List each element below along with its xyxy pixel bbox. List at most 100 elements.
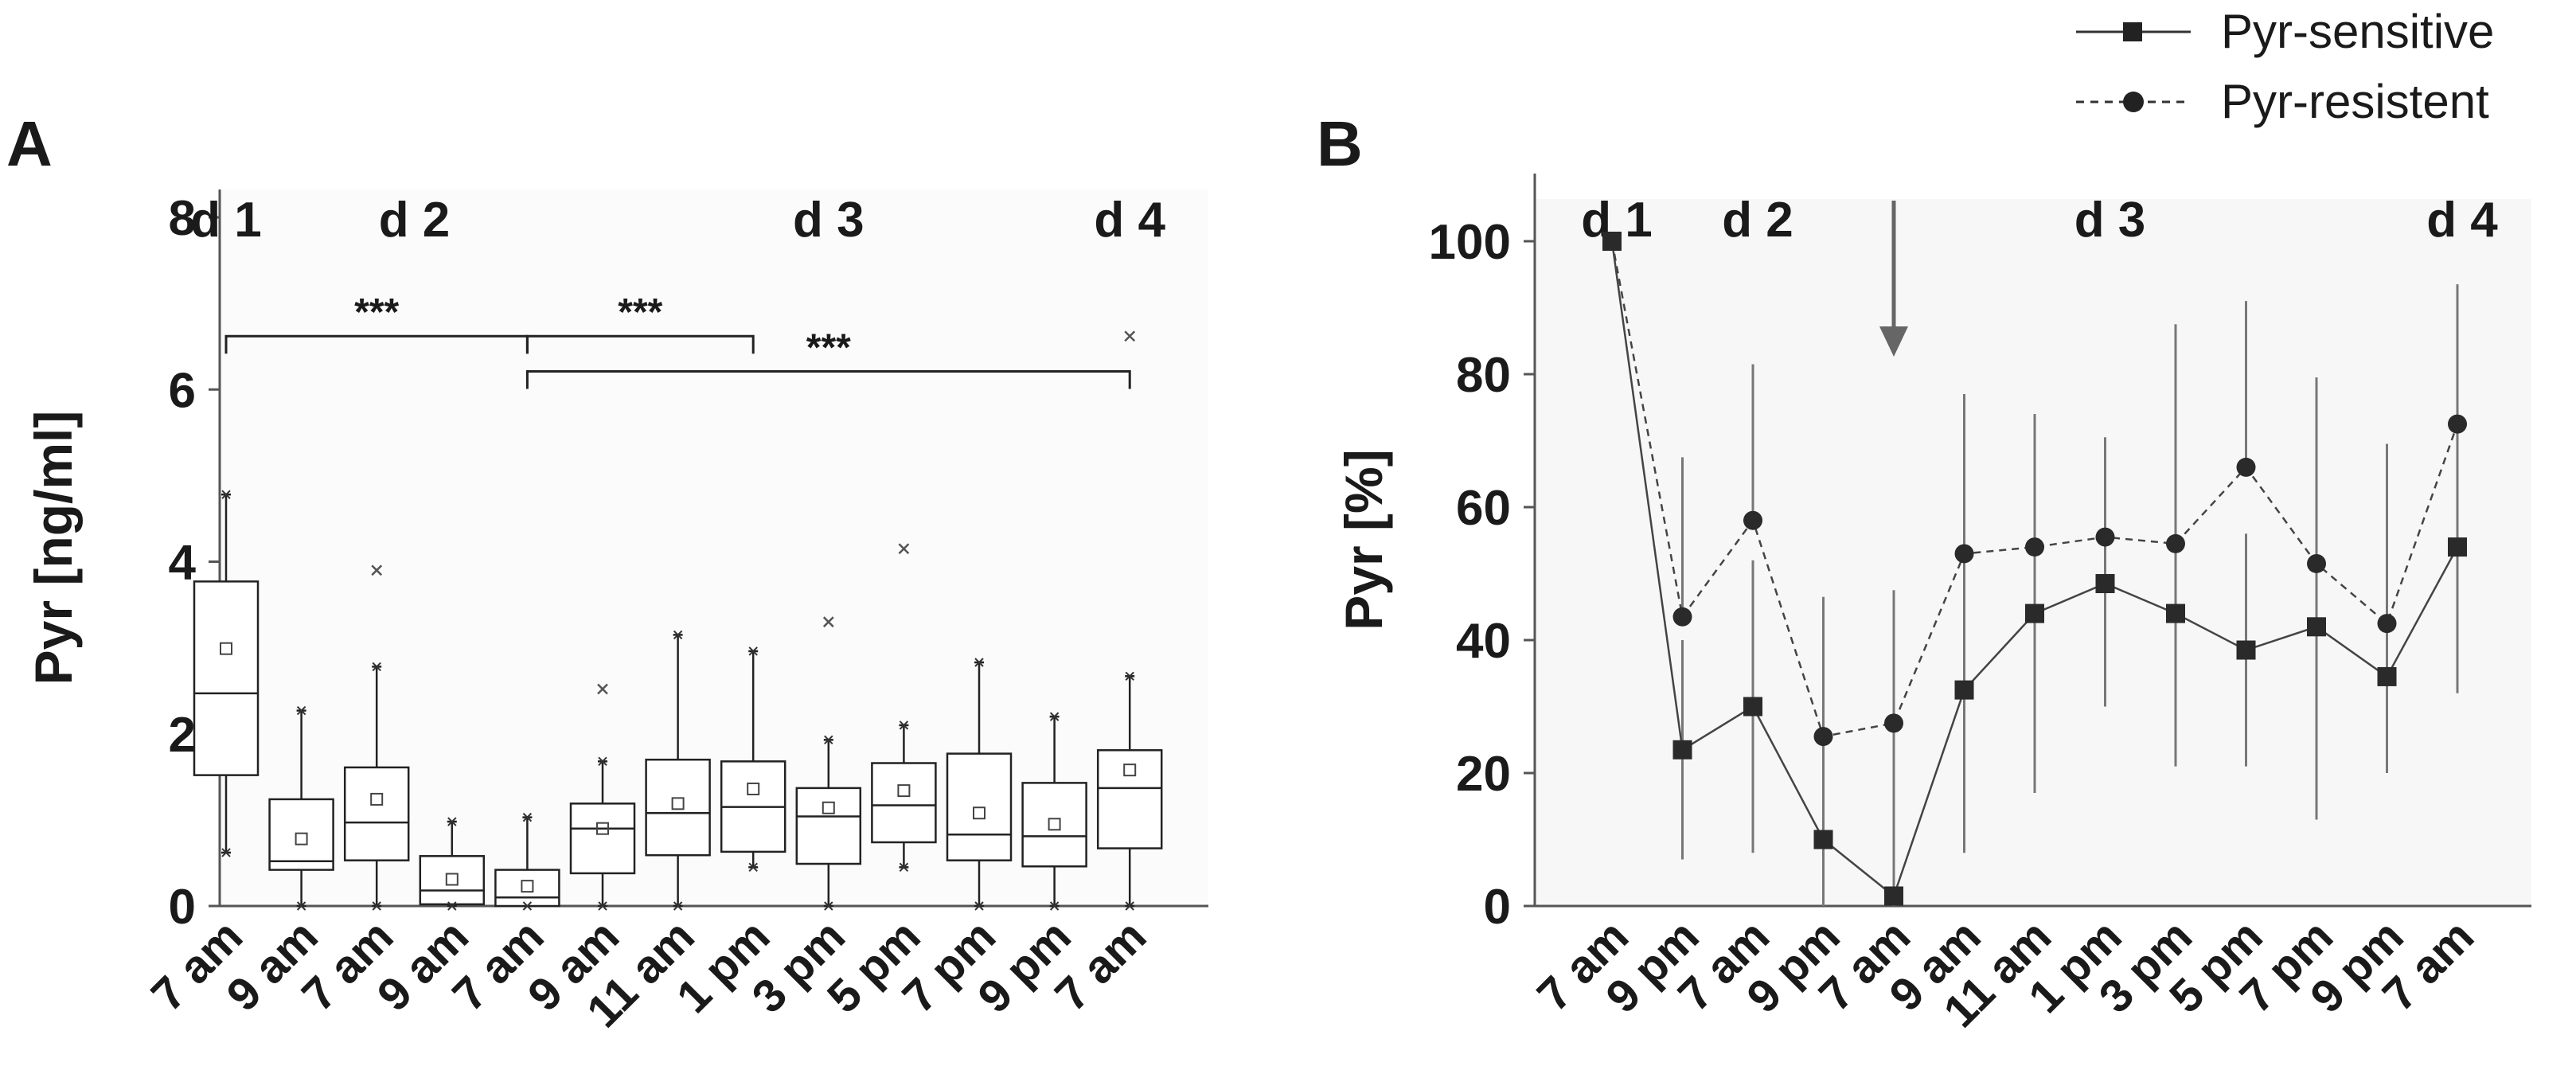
box-mean-marker bbox=[521, 880, 534, 893]
box-mean-marker bbox=[1123, 763, 1137, 777]
box-iqr bbox=[193, 580, 260, 776]
box-extreme-marker bbox=[522, 812, 533, 822]
panel-a-y-tick-label: 2 bbox=[169, 708, 196, 763]
box-extreme-marker bbox=[1049, 712, 1060, 721]
box-extreme-marker bbox=[824, 735, 833, 745]
panel-a-significance-label: *** bbox=[806, 327, 851, 369]
panel-a-day-label: d 3 bbox=[793, 193, 865, 248]
box-mean-marker bbox=[973, 806, 986, 820]
box-iqr bbox=[494, 869, 560, 908]
legend-label-resistent: Pyr-resistent bbox=[2221, 75, 2489, 128]
legend-label-sensitive: Pyr-sensitive bbox=[2221, 5, 2494, 58]
panel-b-letter: B bbox=[1317, 108, 1363, 179]
box-mean-marker bbox=[897, 784, 911, 798]
box-mean-marker bbox=[1048, 818, 1061, 831]
panel-a-y-axis-label: Pyr [ng/ml] bbox=[24, 411, 83, 685]
box-mean-marker bbox=[220, 642, 232, 655]
panel-a-box-1 bbox=[193, 490, 260, 857]
panel-b-point-resistent bbox=[2307, 553, 2326, 573]
panel-a-significance-label: *** bbox=[618, 291, 662, 334]
panel-b-point-sensitive bbox=[2377, 666, 2397, 686]
panel-b-point-sensitive bbox=[1954, 680, 1974, 700]
box-extreme-marker bbox=[522, 901, 533, 911]
panel-a-box-3 bbox=[343, 564, 410, 911]
panel-a-box-10 bbox=[871, 543, 937, 873]
panel-a-day-label: d 1 bbox=[190, 193, 262, 248]
panel-b-y-tick-label: 0 bbox=[1484, 880, 1511, 935]
panel-b-arrow-head bbox=[1879, 326, 1908, 357]
legend-marker-sensitive bbox=[2123, 22, 2142, 41]
panel-a-y-tick-label: 6 bbox=[169, 363, 196, 418]
box-extreme-marker bbox=[221, 490, 231, 499]
panel-a-box-12 bbox=[1021, 712, 1087, 911]
panel-b-point-resistent bbox=[2025, 537, 2044, 557]
box-extreme-marker bbox=[221, 848, 231, 857]
legend-marker-resistent bbox=[2123, 92, 2144, 112]
box-iqr bbox=[268, 798, 334, 871]
panel-a-y-tick-label: 0 bbox=[169, 880, 196, 935]
panel-b-y-tick-label: 20 bbox=[1456, 747, 1511, 802]
panel-b-point-resistent bbox=[2377, 614, 2397, 634]
box-mean-marker bbox=[671, 797, 685, 810]
box-extreme-marker bbox=[974, 658, 984, 667]
box-extreme-marker bbox=[598, 756, 607, 767]
box-extreme-marker bbox=[372, 901, 381, 911]
box-mean-marker bbox=[445, 873, 459, 886]
box-extreme-marker bbox=[748, 862, 758, 873]
panel-a-box-11 bbox=[946, 658, 1013, 911]
panel-b-point-sensitive bbox=[1672, 740, 1692, 760]
box-mean-marker bbox=[295, 832, 308, 845]
box-iqr bbox=[1021, 782, 1087, 868]
panel-b-point-resistent bbox=[1813, 727, 1833, 747]
panel-b-point-sensitive bbox=[2166, 603, 2185, 623]
box-outlier bbox=[822, 616, 834, 628]
panel-a-day-label: d 4 bbox=[1094, 193, 1165, 248]
panel-b-point-resistent bbox=[1602, 232, 1622, 251]
box-extreme-marker bbox=[372, 662, 381, 672]
box-iqr bbox=[569, 802, 636, 875]
box-outlier bbox=[898, 543, 910, 555]
box-extreme-marker bbox=[1125, 671, 1134, 681]
box-mean-marker bbox=[822, 801, 835, 814]
panel-a-significance-bracket bbox=[525, 370, 1131, 389]
box-iqr bbox=[343, 766, 410, 861]
panel-b-point-sensitive bbox=[2307, 617, 2326, 637]
box-extreme-marker bbox=[1125, 901, 1134, 911]
box-outlier bbox=[1124, 330, 1136, 342]
panel-a-box-7 bbox=[645, 630, 711, 911]
box-extreme-marker bbox=[296, 901, 306, 911]
panel-b-point-sensitive bbox=[1813, 830, 1833, 849]
panel-b-day-label: d 4 bbox=[2426, 193, 2498, 248]
box-extreme-marker bbox=[447, 901, 457, 911]
panel-b-point-resistent bbox=[1743, 510, 1762, 530]
panel-a-significance-bracket bbox=[525, 334, 755, 354]
panel-b-point-resistent bbox=[1954, 544, 1974, 564]
box-extreme-marker bbox=[1049, 901, 1060, 911]
panel-a-box-4 bbox=[419, 817, 486, 911]
panel-b-y-axis-label: Pyr [%] bbox=[1334, 449, 1393, 630]
panel-b-point-sensitive bbox=[2025, 603, 2044, 623]
box-extreme-marker bbox=[899, 862, 909, 873]
panel-a-significance-label: *** bbox=[354, 291, 399, 334]
panel-b-y-tick-label: 40 bbox=[1456, 614, 1511, 669]
panel-b-point-sensitive bbox=[1884, 886, 1903, 906]
box-iqr bbox=[1096, 749, 1163, 849]
panel-b-y-tick-label: 60 bbox=[1456, 481, 1511, 536]
box-extreme-marker bbox=[296, 705, 306, 716]
panel-a-box-5 bbox=[494, 812, 560, 911]
box-extreme-marker bbox=[598, 901, 607, 911]
panel-a-box-2 bbox=[268, 705, 334, 911]
panel-a-day-label: d 2 bbox=[379, 193, 451, 248]
box-extreme-marker bbox=[748, 646, 758, 656]
panel-a-box-6 bbox=[569, 683, 636, 911]
box-extreme-marker bbox=[974, 901, 984, 911]
box-extreme-marker bbox=[899, 720, 909, 730]
panel-b-point-resistent bbox=[2236, 457, 2256, 477]
panel-a-letter: A bbox=[6, 108, 53, 179]
box-outlier bbox=[597, 683, 608, 695]
panel-b-point-resistent bbox=[1672, 607, 1692, 627]
panel-b-y-tick-label: 80 bbox=[1456, 348, 1511, 403]
box-extreme-marker bbox=[673, 901, 683, 911]
panel-b-day-label: d 3 bbox=[2074, 193, 2146, 248]
panel-b-point-resistent bbox=[2448, 414, 2467, 434]
